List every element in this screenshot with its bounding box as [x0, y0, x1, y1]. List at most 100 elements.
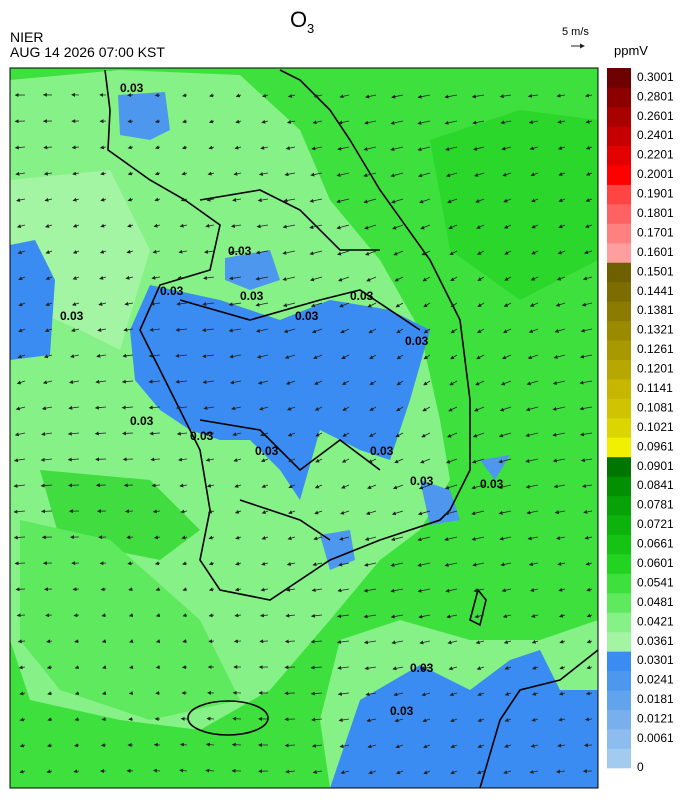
colorbar-cell: [607, 204, 631, 224]
wind-arrow: [209, 641, 214, 642]
map: 0.03 0.03 0.03 0.03 0.03 0.03 0.03 0.03 0.03 0.03…: [10, 68, 598, 788]
colorbar-cell: [607, 437, 631, 457]
colorbar-label: 0.1601: [637, 245, 674, 259]
colorbar-cell: [607, 321, 631, 341]
colorbar-label: 0.1321: [637, 323, 674, 337]
colorbar-label: 0.0781: [637, 498, 674, 512]
colorbar: 0 0.0061 0.0121 0.0181 0.0241 0.0301 0.0361 0.0…: [607, 68, 674, 774]
contour-label: 0.03: [295, 309, 319, 323]
colorbar-cell: [607, 554, 631, 574]
contour-label: 0.03: [120, 81, 144, 95]
colorbar-label: 0.0961: [637, 439, 674, 453]
contour-label: 0.03: [410, 474, 434, 488]
colorbar-cell: [607, 301, 631, 321]
colorbar-cell: [607, 612, 631, 632]
colorbar-cell: [607, 224, 631, 244]
colorbar-cell: [607, 496, 631, 516]
contour-label: 0.03: [480, 477, 504, 491]
contour-label: 0.03: [130, 414, 154, 428]
colorbar-label: 0.1381: [637, 303, 674, 317]
colorbar-cell: [607, 632, 631, 652]
colorbar-label: 0.1701: [637, 225, 674, 239]
contour-label: 0.03: [370, 444, 394, 458]
wind-arrow: [207, 718, 214, 719]
colorbar-label: 0.2401: [637, 128, 674, 142]
wind-scale-label: 5 m/s: [562, 26, 589, 38]
colorbar-cell: [607, 126, 631, 146]
title-subscript: 3: [307, 21, 314, 36]
colorbar-cell: [607, 671, 631, 691]
colorbar-label: 0.1021: [637, 420, 674, 434]
colorbar-cell: [607, 68, 631, 88]
colorbar-cell: [607, 651, 631, 671]
contour-label: 0.03: [240, 289, 264, 303]
contour-label: 0.03: [60, 309, 84, 323]
colorbar-label: 0.1141: [637, 381, 673, 395]
wind-arrow: [46, 615, 52, 616]
colorbar-cell: [607, 515, 631, 535]
title: O: [290, 7, 307, 32]
contour-label: 0.03: [390, 704, 414, 718]
colorbar-label: 0.0301: [637, 653, 674, 667]
wind-arrow: [156, 95, 160, 96]
colorbar-cell: [607, 418, 631, 438]
colorbar-cell: [607, 476, 631, 496]
colorbar-label: 0.1801: [637, 206, 674, 220]
colorbar-label: 0.0361: [637, 634, 674, 648]
colorbar-label: 0.1081: [637, 400, 674, 414]
colorbar-label: 0.0481: [637, 595, 674, 609]
datetime: AUG 14 2026 07:00 KST: [10, 44, 165, 60]
colorbar-cell: [607, 282, 631, 302]
colorbar-label: 0.3001: [637, 70, 674, 84]
contour-label: 0.03: [160, 284, 184, 298]
colorbar-label: 0.0241: [637, 673, 674, 687]
colorbar-cell: [607, 146, 631, 166]
colorbar-label: 0.0601: [637, 556, 674, 570]
contour-label: 0.03: [255, 444, 279, 458]
colorbar-cell: [607, 340, 631, 360]
colorbar-cell: [607, 165, 631, 185]
contour-label: 0.03: [405, 334, 429, 348]
colorbar-label: 0.1441: [637, 284, 674, 298]
colorbar-label: 0: [637, 760, 644, 774]
colorbar-cell: [607, 574, 631, 594]
wind-arrow: [42, 511, 52, 512]
unit: ppmV: [614, 43, 648, 58]
colorbar-cell: [607, 399, 631, 419]
colorbar-cell: [607, 710, 631, 730]
colorbar-label: 0.0901: [637, 459, 674, 473]
colorbar-cell: [607, 690, 631, 710]
colorbar-label: 0.2801: [637, 89, 674, 103]
contour-label: 0.03: [228, 244, 252, 258]
colorbar-label: 0.0061: [637, 731, 674, 745]
colorbar-cell: [607, 593, 631, 613]
colorbar-label: 0.2601: [637, 109, 674, 123]
contour-label: 0.03: [190, 429, 214, 443]
colorbar-cell: [607, 87, 631, 107]
colorbar-label: 0.0541: [637, 575, 674, 589]
colorbar-label: 0.0181: [637, 692, 674, 706]
wind-arrow: [127, 537, 133, 538]
colorbar-cell: [607, 457, 631, 477]
colorbar-cell: [607, 729, 631, 749]
colorbar-label: 0.0121: [637, 712, 674, 726]
colorbar-label: 0.1261: [637, 342, 674, 356]
colorbar-cell: [607, 749, 631, 769]
colorbar-label: 0.0721: [637, 517, 674, 531]
contour-label: 0.03: [350, 289, 374, 303]
colorbar-label: 0.2201: [637, 148, 674, 162]
colorbar-label: 0.1201: [637, 362, 674, 376]
colorbar-cell: [607, 185, 631, 205]
contour-label: 0.03: [410, 661, 434, 675]
colorbar-label: 0.1501: [637, 264, 674, 278]
colorbar-cell: [607, 262, 631, 282]
colorbar-cell: [607, 360, 631, 380]
agency: NIER: [10, 29, 43, 45]
wind-arrow: [123, 433, 133, 434]
colorbar-cell: [607, 379, 631, 399]
colorbar-label: 0.0661: [637, 537, 674, 551]
colorbar-cell: [607, 535, 631, 555]
colorbar-label: 0.0841: [637, 478, 674, 492]
colorbar-label: 0.1901: [637, 187, 674, 201]
